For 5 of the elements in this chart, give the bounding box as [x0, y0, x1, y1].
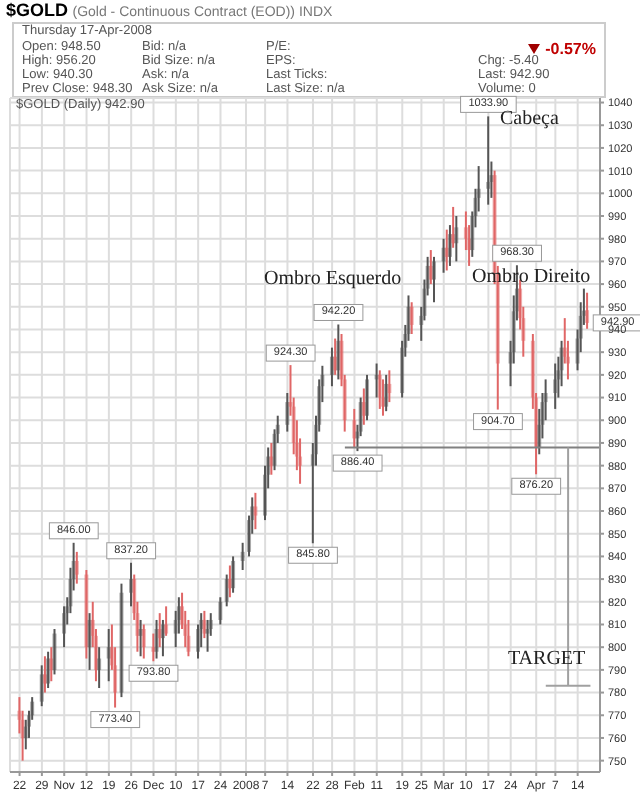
- chart-title: $GOLD: [6, 0, 69, 20]
- annotation: TARGET: [508, 648, 586, 670]
- annotation: Ombro Esquerdo: [264, 268, 402, 290]
- text: -0.57%: [545, 40, 596, 58]
- annotation: Cabeça: [500, 108, 559, 130]
